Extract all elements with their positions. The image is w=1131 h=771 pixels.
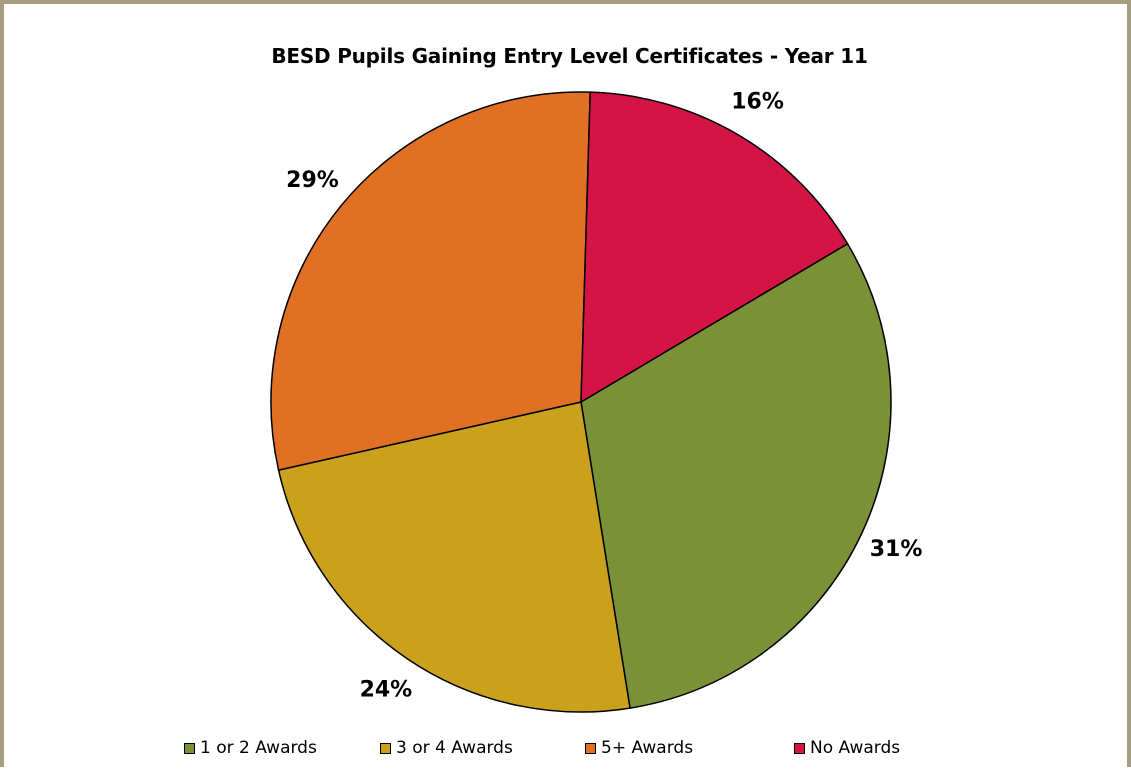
legend-swatch-2 [380,742,391,754]
legend-item-4: No Awards [794,738,900,758]
legend-label-1: 1 or 2 Awards [200,738,317,758]
pie-slice-2 [277,401,631,713]
legend: 1 or 2 Awards 3 or 4 Awards 5+ Awards No… [4,738,1131,762]
slice-label-3: 29% [286,168,339,193]
legend-swatch-3 [585,742,596,754]
legend-swatch-4 [794,742,805,754]
pie-chart: 31% 24% 29% 16% [270,90,923,713]
slice-label-2: 24% [360,678,413,703]
slice-label-4: 16% [731,90,784,115]
pie-slice-3 [270,91,591,472]
legend-label-4: No Awards [810,738,901,758]
pie-slice-4 [580,91,849,404]
pie-slice-1 [580,242,892,709]
legend-label-3: 5+ Awards [601,738,694,758]
slice-label-1: 31% [870,537,923,562]
legend-item-2: 3 or 4 Awards [380,738,513,758]
legend-swatch-1 [184,742,195,754]
legend-item-1: 1 or 2 Awards [184,738,317,758]
legend-item-3: 5+ Awards [585,738,693,758]
chart-title: BESD Pupils Gaining Entry Level Certific… [271,44,868,68]
legend-label-2: 3 or 4 Awards [396,738,513,758]
